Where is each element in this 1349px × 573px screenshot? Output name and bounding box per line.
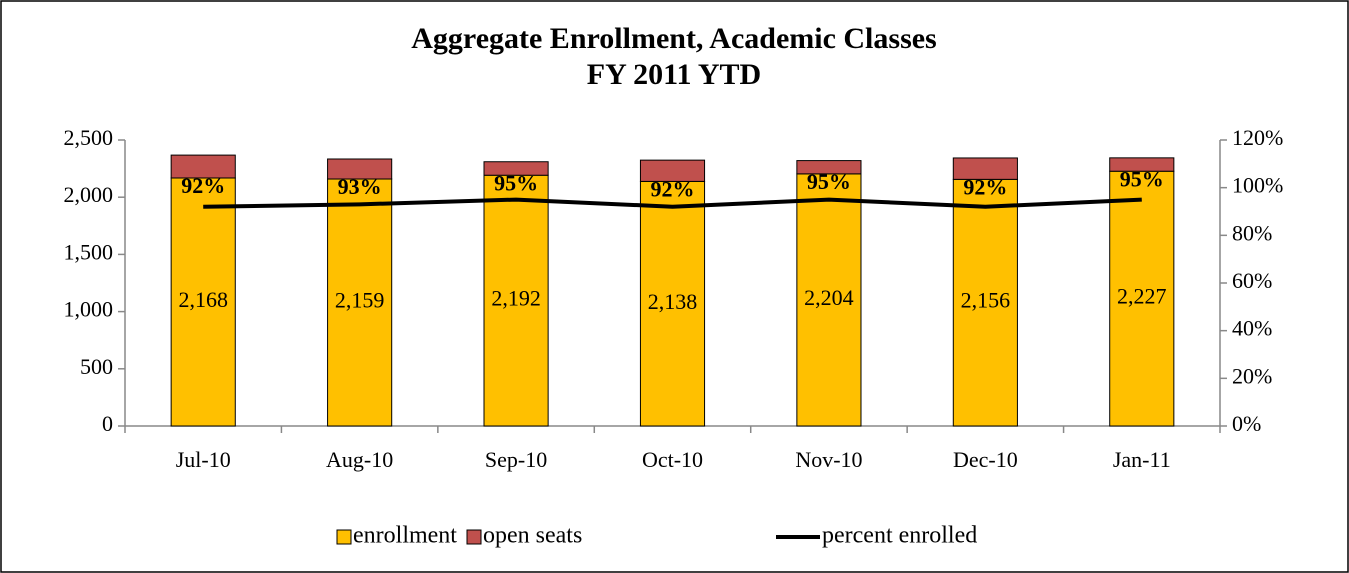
- line: [203, 197, 1142, 209]
- y2-tick-label: 0%: [1232, 411, 1261, 436]
- y-tick-label: 1,000: [64, 297, 114, 322]
- x-tick-label: Oct-10: [642, 447, 703, 472]
- legend-swatch: [336, 529, 352, 545]
- bar-segment: [952, 157, 1018, 180]
- x-tick-label: Aug-10: [326, 447, 393, 472]
- y2-tick-label: 60%: [1232, 268, 1272, 293]
- y-tick-label: 2,500: [64, 125, 114, 150]
- bar-segment: [952, 178, 1018, 427]
- y-tick-label: 0: [102, 411, 113, 436]
- percent-label: 92%: [181, 173, 225, 198]
- bar-segment: [483, 161, 549, 176]
- x-tick-label: Sep-10: [485, 447, 547, 472]
- data-label: 2,138: [648, 289, 698, 314]
- data-label: 2,204: [804, 285, 854, 310]
- bar-segment: [796, 160, 862, 175]
- y2-tick-label: 80%: [1232, 220, 1272, 245]
- data-label: 2,227: [1117, 284, 1167, 309]
- bar-segment: [639, 180, 706, 427]
- bar-segment: [170, 154, 236, 179]
- legend-swatch: [466, 529, 482, 545]
- percent-label: 93%: [338, 174, 382, 199]
- legend-label: enrollment: [353, 523, 457, 549]
- chart-subtitle: FY 2011 YTD: [587, 58, 761, 91]
- bar-segment: [796, 173, 862, 427]
- percent-label: 95%: [1120, 166, 1164, 191]
- percent-label: 95%: [807, 169, 851, 194]
- legend-label: percent enrolled: [822, 523, 977, 549]
- y2-tick-label: 20%: [1232, 363, 1272, 388]
- bar-segment: [1109, 157, 1175, 172]
- x-tick-label: Jul-10: [176, 447, 231, 472]
- y-tick-label: 500: [80, 354, 113, 379]
- y-tick-label: 1,500: [64, 239, 114, 264]
- data-label: 2,156: [961, 288, 1011, 313]
- y-tick-label: 2,000: [64, 182, 114, 207]
- bar-segment: [327, 178, 393, 427]
- bar-segment: [1109, 170, 1175, 427]
- bar-segment: [170, 177, 236, 427]
- legend-label: open seats: [483, 523, 582, 549]
- percent-label: 92%: [963, 174, 1007, 199]
- bar-segment: [327, 158, 393, 180]
- x-tick-label: Nov-10: [795, 447, 862, 472]
- percent-label: 92%: [651, 176, 695, 201]
- y2-tick-label: 40%: [1232, 316, 1272, 341]
- data-label: 2,168: [178, 287, 228, 312]
- x-tick-label: Jan-11: [1113, 447, 1171, 472]
- x-tick-label: Dec-10: [953, 447, 1018, 472]
- data-label: 2,159: [335, 288, 385, 313]
- bar-segment: [639, 159, 706, 182]
- percent-label: 95%: [494, 170, 538, 195]
- y2-tick-label: 100%: [1232, 173, 1283, 198]
- y2-tick-label: 120%: [1232, 125, 1283, 150]
- chart-title: Aggregate Enrollment, Academic Classes: [411, 22, 936, 55]
- data-label: 2,192: [491, 286, 541, 311]
